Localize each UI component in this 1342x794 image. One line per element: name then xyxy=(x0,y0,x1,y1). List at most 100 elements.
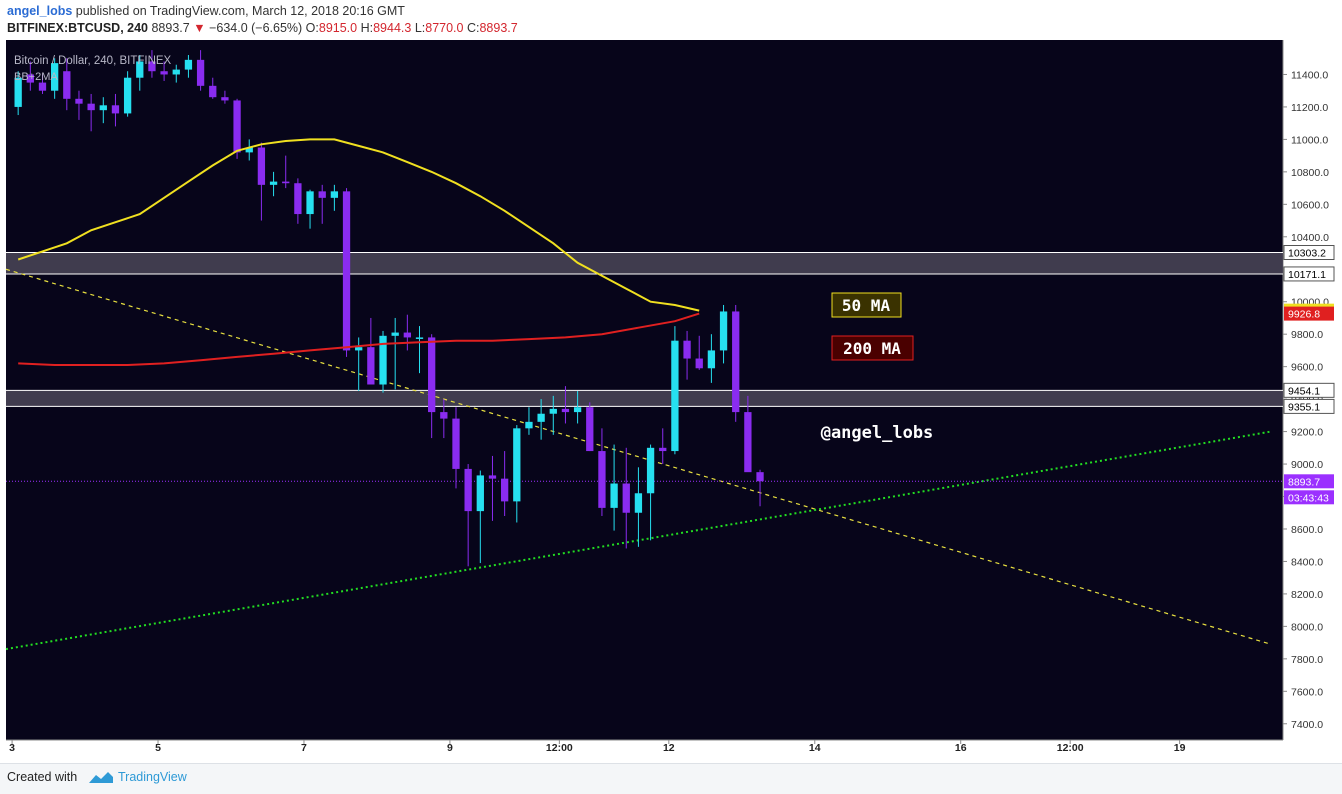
y-tick-label: 11000.0 xyxy=(1291,134,1328,146)
candle xyxy=(573,391,582,424)
candle xyxy=(330,184,339,211)
tradingview-link[interactable]: TradingView xyxy=(118,770,187,784)
candle-body xyxy=(75,98,83,104)
y-tick-label: 10400.0 xyxy=(1291,232,1329,244)
high-label: H: xyxy=(360,21,374,35)
candle-body xyxy=(38,82,47,91)
candle xyxy=(294,178,302,224)
candle-body xyxy=(355,347,363,351)
candle xyxy=(525,407,533,435)
candle-body xyxy=(172,69,180,75)
low-value: 8770.0 xyxy=(425,21,464,35)
candle-body xyxy=(573,407,582,413)
time-axis-background xyxy=(0,740,1342,763)
close-label: C: xyxy=(466,21,480,35)
x-tick-label: 5 xyxy=(155,742,161,754)
publish-line: angel_lobs published on TradingView.com,… xyxy=(7,4,405,18)
y-tick-label: 9600.0 xyxy=(1291,362,1323,374)
zone-price-tag xyxy=(1283,266,1335,282)
ma50-annotation-text: 50 MA xyxy=(842,296,891,315)
candle-body xyxy=(634,493,643,513)
candle xyxy=(440,399,448,439)
candle-body xyxy=(99,105,107,111)
candle-body xyxy=(245,147,253,153)
x-tick-label: 19 xyxy=(1174,742,1186,754)
candle xyxy=(586,402,594,452)
price-tag-text: 8893.7 xyxy=(1288,476,1320,488)
ma50-annotation: 50 MA xyxy=(831,292,902,318)
x-tick-label: 16 xyxy=(955,742,967,754)
price-tag-text: 9926.8 xyxy=(1288,309,1320,321)
candle-body xyxy=(659,447,667,452)
candle-body xyxy=(719,311,728,351)
resistance-trendline xyxy=(5,268,1272,645)
high-value: 8944.3 xyxy=(373,21,412,35)
sr-zone xyxy=(6,252,1283,274)
x-tick-label: 3 xyxy=(9,742,15,754)
price-chart[interactable]: 11400.0 11200.0 11000.0 10800.0 10600.0 10400… xyxy=(0,40,1342,763)
candle xyxy=(537,399,545,440)
tradingview-logo-icon[interactable] xyxy=(88,770,114,786)
candle-body xyxy=(342,191,351,351)
y-tick-label: 8200.0 xyxy=(1291,589,1323,601)
chart-area[interactable]: 11400.0 11200.0 11000.0 10800.0 10600.0 10400… xyxy=(0,40,1342,763)
candle-body xyxy=(537,413,545,422)
candle xyxy=(452,407,460,489)
candle-body xyxy=(476,475,484,512)
ma200-annotation: 200 MA xyxy=(831,335,914,361)
y-tick-label: 8400.0 xyxy=(1291,556,1323,568)
ma200-annotation-box xyxy=(831,335,914,361)
candle xyxy=(38,74,47,94)
candle-body xyxy=(111,105,120,114)
candle xyxy=(306,189,314,229)
candle-body xyxy=(148,61,156,72)
candle-body xyxy=(257,147,266,185)
chart-header: angel_lobs published on TradingView.com,… xyxy=(0,0,1342,40)
price-tag xyxy=(1284,306,1334,321)
zone-price-tag xyxy=(1283,245,1335,261)
candle xyxy=(50,58,59,99)
candle-body xyxy=(488,475,497,479)
zone-price-text: 10171.1 xyxy=(1288,269,1326,281)
candle-body xyxy=(707,350,716,369)
candle-body xyxy=(500,478,509,502)
candle-body xyxy=(330,191,339,198)
candle xyxy=(172,64,180,83)
candle-body xyxy=(233,100,241,153)
candle-body xyxy=(306,191,314,215)
x-tick-label: 9 xyxy=(447,742,453,754)
y-tick-label: 11200.0 xyxy=(1291,102,1328,114)
ma50-annotation-box xyxy=(831,292,902,318)
candle xyxy=(111,93,120,127)
low-label: L: xyxy=(414,21,426,35)
candle-body xyxy=(525,421,533,429)
candle xyxy=(269,171,278,197)
publish-info: published on TradingView.com, March 12, … xyxy=(75,4,405,18)
candle-body xyxy=(282,181,290,184)
candle-body xyxy=(428,337,436,413)
candle-body xyxy=(14,77,22,107)
candle-body xyxy=(123,77,132,114)
candle xyxy=(415,326,424,374)
y-tick-label: 9800.0 xyxy=(1291,329,1323,341)
y-tick-label: 11400.0 xyxy=(1291,69,1328,81)
candle xyxy=(367,317,375,385)
candle-body xyxy=(209,85,217,98)
countdown-text: 03:43:43 xyxy=(1288,492,1329,504)
candle xyxy=(14,71,22,116)
symbol-label: BITFINEX:BTCUSD, 240 xyxy=(7,21,148,35)
candle-body xyxy=(756,472,764,482)
candle-body xyxy=(318,191,326,198)
candle xyxy=(221,90,229,104)
candle xyxy=(671,326,679,455)
candle-body xyxy=(63,71,71,99)
author-link[interactable]: angel_lobs xyxy=(7,4,73,18)
candle xyxy=(318,184,326,224)
open-value: 8915.0 xyxy=(318,21,358,35)
candle xyxy=(561,386,570,424)
indicator-label: BB+2MA xyxy=(14,71,58,83)
y-tick-label: 9200.0 xyxy=(1291,427,1323,439)
candle-body xyxy=(269,181,278,185)
candle xyxy=(184,54,193,78)
candle xyxy=(598,428,606,516)
